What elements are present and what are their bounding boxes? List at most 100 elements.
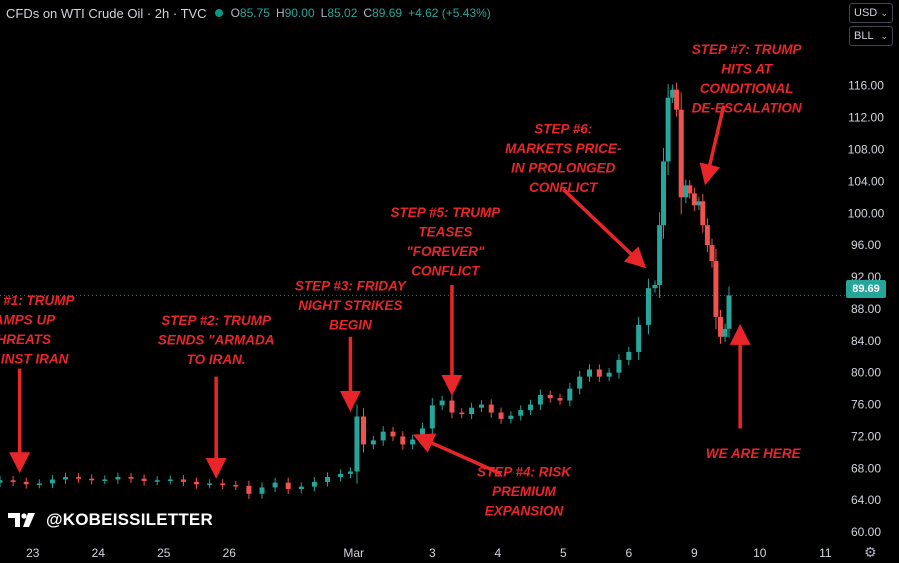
- candle-body: [709, 245, 715, 262]
- candle-body: [194, 481, 199, 485]
- watermark: @KOBEISSILETTER: [8, 510, 213, 530]
- annotation-step-7: STEP #7: TRUMP HITS AT CONDITIONAL DE-ESCAL…: [692, 42, 803, 116]
- annotation-line: IN PROLONGED: [511, 161, 616, 176]
- candle-body: [636, 324, 642, 352]
- annotation-arrow-step-7: [699, 105, 726, 186]
- candle-body: [380, 431, 386, 441]
- annotation-line: TEASES: [418, 225, 472, 240]
- candle-body: [167, 479, 173, 481]
- candle-body: [700, 201, 706, 226]
- y-tick-label: 60.00: [851, 525, 881, 539]
- annotation-line: "FOREVER": [406, 244, 485, 259]
- annotation-line: STEP #4: RISK: [477, 464, 572, 479]
- candle-body: [400, 436, 406, 445]
- annotation-step-3: STEP #3: FRIDAY NIGHT STRIKES BEGIN: [295, 279, 408, 333]
- symbol-title[interactable]: CFDs on WTI Crude Oil · 2h · TVC: [6, 5, 207, 21]
- x-tick-label: 6: [625, 546, 632, 560]
- last-price-tag: 89.69: [846, 280, 886, 298]
- low-label: L: [320, 6, 328, 20]
- annotation-line: WE ARE HERE: [706, 446, 802, 461]
- x-tick-label: 4: [494, 546, 501, 560]
- y-tick-label: 104.00: [848, 174, 885, 188]
- y-tick-label: 116.00: [848, 79, 884, 93]
- y-tick-label: 68.00: [851, 461, 881, 475]
- candle-body: [518, 410, 524, 416]
- low-value: 85.02: [327, 6, 358, 20]
- x-tick-label: 5: [560, 546, 567, 560]
- candle-body: [606, 372, 612, 377]
- currency-select[interactable]: USD ⌄: [849, 3, 893, 23]
- candle-body: [626, 351, 632, 360]
- candle-body: [439, 400, 445, 406]
- y-tick-label: 76.00: [851, 398, 881, 412]
- y-tick-label: 108.00: [848, 143, 885, 157]
- candle-body: [587, 369, 592, 377]
- tradingview-logo-icon: [8, 513, 35, 527]
- candle-body: [311, 481, 317, 487]
- x-tick-label: 25: [157, 546, 171, 560]
- candle-body: [0, 480, 3, 483]
- y-tick-label: 64.00: [851, 493, 881, 507]
- y-tick-label: 100.00: [848, 206, 885, 220]
- gear-icon[interactable]: ⚙: [864, 544, 877, 560]
- x-tick-label: 11: [819, 546, 832, 560]
- high-value: 90.00: [284, 6, 315, 20]
- candle-body: [661, 161, 667, 226]
- candle-body: [410, 439, 416, 445]
- open-value: 85.75: [239, 6, 270, 20]
- candle-body: [469, 407, 475, 415]
- annotation-line: AGAINST IRAN: [0, 351, 69, 366]
- market-status-dot-icon: [214, 9, 223, 17]
- candle-body: [713, 261, 719, 317]
- candle-body: [696, 201, 702, 206]
- candle-body: [141, 478, 147, 482]
- candle-body: [233, 485, 239, 487]
- candle-body: [285, 482, 291, 490]
- annotation-line: STEP #6:: [534, 122, 592, 137]
- annotation-line: EXPANSION: [485, 503, 564, 518]
- candle-body: [23, 481, 29, 485]
- candle-body: [220, 483, 226, 486]
- candle-body: [459, 412, 465, 415]
- x-tick-label: Mar: [343, 546, 364, 560]
- annotation-line: STEP #7: TRUMP: [692, 42, 803, 57]
- unit-select[interactable]: BLL ⌄: [849, 26, 893, 46]
- candle-body: [722, 328, 728, 337]
- annotation-line: STEP #1: TRUMP: [0, 293, 76, 308]
- candle-body: [616, 359, 622, 373]
- open-label: O: [230, 6, 240, 20]
- candle-body: [259, 487, 265, 494]
- y-tick-label: 88.00: [851, 302, 881, 316]
- x-tick-label: 23: [26, 546, 40, 560]
- candle-body: [596, 369, 602, 377]
- candle-body: [718, 316, 723, 337]
- annotation-line: STEP #2: TRUMP: [161, 313, 272, 328]
- candle-body: [354, 416, 360, 472]
- candle-body: [488, 404, 494, 413]
- candle-body: [246, 485, 252, 494]
- y-tick-label: 96.00: [851, 238, 881, 252]
- annotation-line: SENDS "ARMADA: [158, 332, 275, 347]
- annotation-step-5: STEP #5: TRUMP TEASES "FOREVER" CONFLICT: [391, 205, 502, 279]
- close-value: 89.69: [372, 6, 403, 20]
- x-tick-label: 24: [92, 546, 106, 560]
- candle-body: [557, 398, 563, 401]
- candle-body: [577, 376, 583, 389]
- candle-body: [687, 185, 693, 194]
- ohlc-values: O85.75 H90.00 L85.02 C89.69: [231, 6, 403, 20]
- candle-body: [128, 477, 134, 479]
- candle-body: [49, 479, 55, 484]
- candle-body: [429, 405, 435, 429]
- candle-body: [272, 482, 278, 488]
- candle-body: [361, 416, 367, 445]
- annotation-step-6: STEP #6: MARKETS PRICE- IN PROLONGED CONFLI…: [505, 122, 622, 196]
- candle-body: [683, 185, 689, 198]
- candle-body: [449, 400, 455, 413]
- candle-body: [665, 97, 671, 162]
- annotation-line: HITS AT: [721, 61, 774, 76]
- x-tick-label: 3: [429, 546, 436, 560]
- candle-body: [547, 394, 553, 399]
- candle-body: [154, 480, 160, 482]
- y-tick-label: 72.00: [851, 429, 881, 443]
